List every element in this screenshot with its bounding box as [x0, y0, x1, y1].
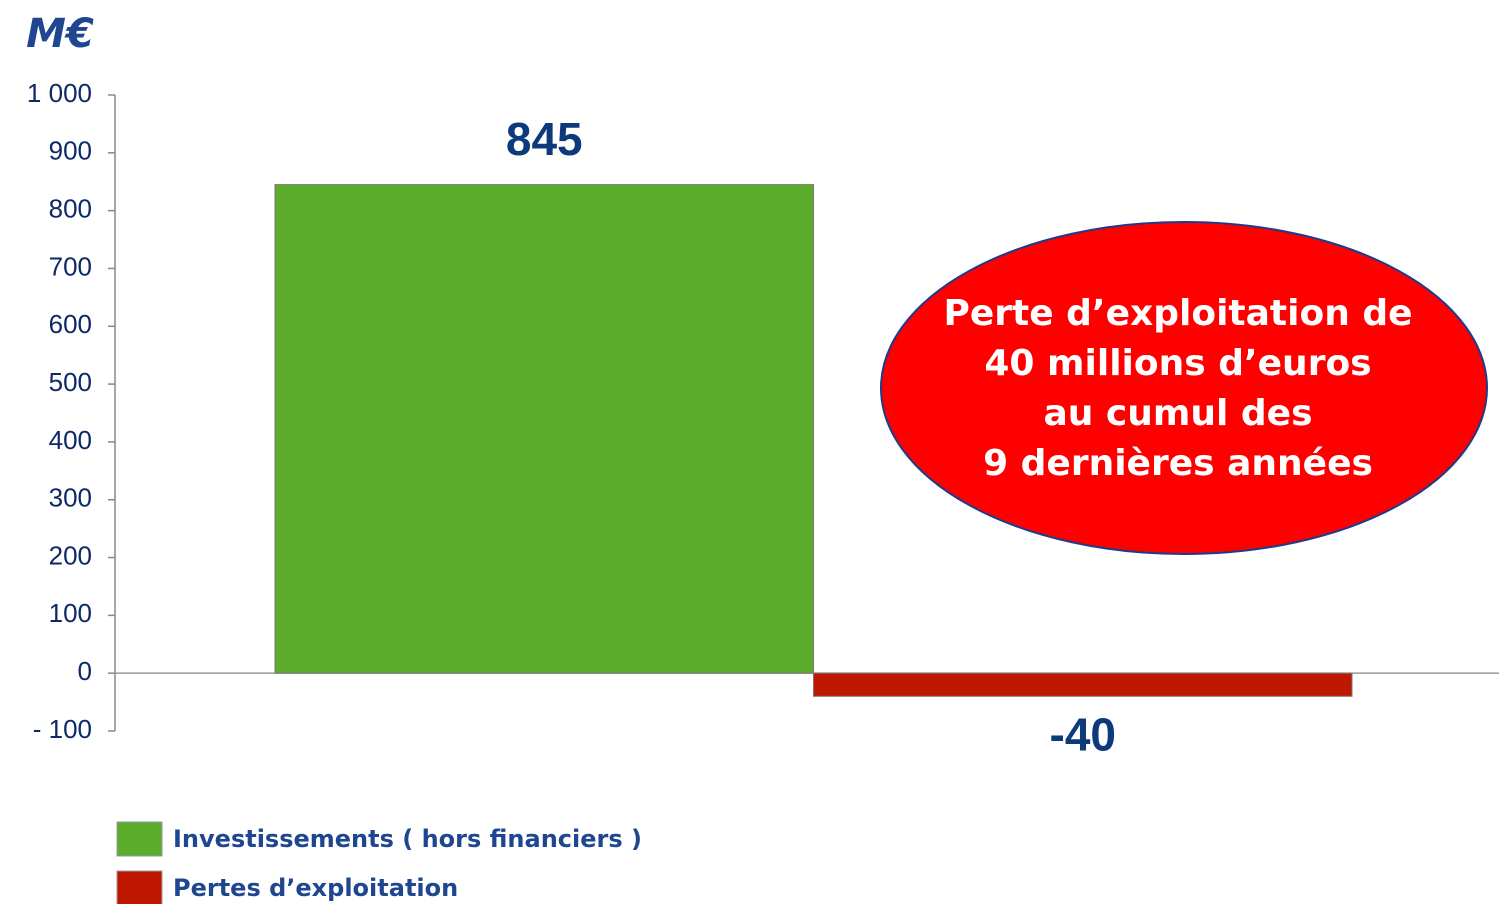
value-label: 845	[506, 113, 583, 165]
y-tick-label: 900	[49, 136, 92, 166]
unit-label: M€	[26, 11, 94, 57]
annotation-text: au cumul des	[1043, 393, 1312, 434]
annotation-text: 9 dernières années	[983, 443, 1373, 484]
value-label: -40	[1050, 708, 1116, 760]
y-tick-label: 1 000	[27, 78, 92, 108]
y-tick-label: 700	[49, 251, 92, 281]
bar	[813, 672, 1353, 697]
y-tick-label: 800	[49, 194, 92, 224]
legend-label: Investissements ( hors financiers )	[173, 825, 642, 853]
annotation-bubble	[880, 221, 1488, 555]
legend-label: Pertes d’exploitation	[173, 874, 458, 902]
y-tick-label: 100	[49, 598, 92, 628]
y-tick-label: 500	[49, 367, 92, 397]
legend-swatch	[116, 870, 163, 904]
y-tick-label: 300	[49, 483, 92, 513]
legend-swatch	[116, 821, 163, 857]
annotation-text: 40 millions d’euros	[984, 343, 1371, 384]
y-tick-label: 200	[49, 540, 92, 570]
y-tick-label: - 100	[33, 714, 92, 744]
y-tick-label: 0	[78, 656, 92, 686]
annotation-text: Perte d’exploitation de	[943, 293, 1412, 334]
y-tick-label: 400	[49, 425, 92, 455]
bar	[274, 184, 814, 674]
y-tick-label: 600	[49, 309, 92, 339]
